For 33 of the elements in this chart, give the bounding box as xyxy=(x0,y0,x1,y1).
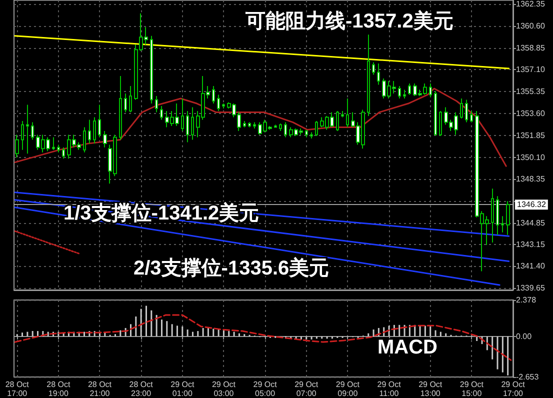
x-tick-label: 29 Oct 05:00 xyxy=(253,380,278,398)
x-tick-label: 29 Oct 17:00 xyxy=(501,380,526,398)
ref-line-label: 1346.32 xyxy=(517,200,546,210)
annotation: 可能阻力线-1357.2美元 xyxy=(244,10,454,32)
y-tick-label: 1357.10 xyxy=(516,65,546,74)
y-tick-label: 1358.85 xyxy=(516,43,546,52)
annotation: MACD xyxy=(378,336,438,358)
x-tick-label: 29 Oct 09:00 xyxy=(336,380,360,398)
x-tick-label: 29 Oct 07:00 xyxy=(294,380,319,398)
y-tick-label: 1344.85 xyxy=(516,218,546,228)
x-tick-label: 28 Oct 23:00 xyxy=(129,380,154,398)
y-tick-label: 1362.35 xyxy=(516,0,546,8)
y-tick-label: 1360.60 xyxy=(516,21,546,30)
x-tick-label: 29 Oct 11:00 xyxy=(377,380,402,398)
x-tick-label: 29 Oct 01:00 xyxy=(170,380,195,398)
y-tick-label: 0.00 xyxy=(516,332,532,341)
y-tick-label: 1350.10 xyxy=(516,152,546,162)
x-tick-label: 28 Oct 21:00 xyxy=(88,380,112,398)
y-tick-label: 2.378 xyxy=(516,296,537,304)
x-tick-label: 28 Oct 19:00 xyxy=(46,380,71,398)
y-tick-label: 1353.60 xyxy=(516,109,546,118)
y-tick-label: 1343.15 xyxy=(516,240,546,249)
x-tick-label: 28 Oct 17:00 xyxy=(5,380,30,398)
y-tick-label: 1339.65 xyxy=(516,284,546,293)
y-tick-label: 1341.40 xyxy=(516,262,546,271)
y-tick-label: 1351.85 xyxy=(516,130,546,140)
x-tick-label: 29 Oct 15:00 xyxy=(460,380,484,398)
y-tick-label: -2.653 xyxy=(516,372,540,382)
x-tick-label: 29 Oct 03:00 xyxy=(212,380,236,398)
annotation: 2/3支撑位-1335.6美元 xyxy=(134,256,330,280)
y-tick-label: 1348.35 xyxy=(516,174,546,184)
y-tick-label: 1355.35 xyxy=(516,87,546,96)
x-tick-label: 29 Oct 13:00 xyxy=(418,380,443,398)
